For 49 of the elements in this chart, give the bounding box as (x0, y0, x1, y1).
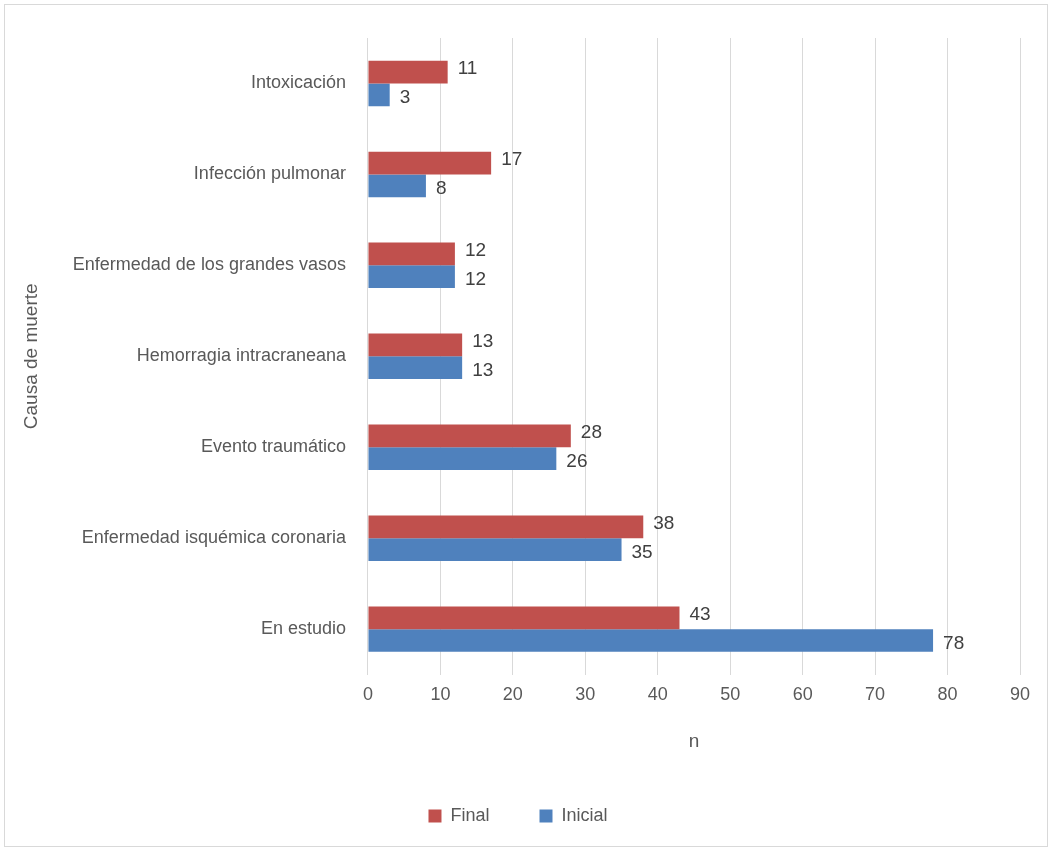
data-label: 3 (399, 86, 411, 108)
data-label: 43 (689, 603, 711, 624)
bar (368, 538, 622, 561)
data-label: 17 (501, 148, 523, 170)
data-label: 12 (464, 267, 487, 289)
y-tick-label: Hemorragia intracraneana (136, 345, 347, 366)
x-tick-label: 40 (647, 684, 668, 705)
x-tick-label: 90 (1009, 684, 1031, 705)
x-tick-label: 0 (362, 684, 373, 705)
y-tick-label: En estudio (260, 618, 346, 639)
x-tick-label: 60 (792, 684, 813, 705)
bar (368, 356, 463, 380)
y-tick-label: Evento traumático (200, 436, 346, 457)
data-label: 13 (472, 358, 494, 380)
bar (368, 447, 557, 470)
data-label: 26 (566, 449, 588, 471)
y-tick-label: Infección pulmonar (193, 163, 346, 184)
x-tick-label: 70 (865, 684, 886, 705)
x-tick-label: 10 (430, 684, 451, 705)
bar (368, 242, 455, 266)
bar (368, 606, 680, 630)
bar (368, 424, 571, 448)
data-label: 8 (435, 177, 447, 199)
legend-label: Final (450, 804, 490, 825)
bar (368, 333, 463, 357)
y-axis-title: Causa de muerte (19, 283, 41, 430)
data-label: 35 (631, 540, 653, 562)
x-tick-label: 50 (720, 684, 741, 705)
data-label: 78 (943, 631, 965, 653)
y-tick-label: Intoxicación (250, 72, 346, 93)
data-label: 28 (580, 421, 602, 443)
bar (368, 265, 455, 289)
bar (368, 83, 390, 107)
x-tick-label: 30 (575, 684, 596, 705)
x-axis-title: n (688, 729, 700, 751)
bar (368, 174, 426, 198)
data-label: 11 (457, 57, 478, 79)
y-tick-label: Enfermedad de los grandes vasos (72, 254, 346, 275)
bar (368, 151, 492, 175)
bar (368, 60, 448, 84)
x-tick-label: 20 (502, 684, 523, 705)
data-label: 13 (472, 330, 494, 352)
legend-label: Inicial (561, 804, 608, 825)
bar (368, 515, 644, 539)
data-label: 38 (653, 512, 675, 534)
y-tick-label: Enfermedad isquémica coronaria (81, 527, 347, 548)
bar (368, 629, 934, 652)
data-label: 12 (464, 239, 487, 261)
x-tick-label: 80 (937, 684, 958, 705)
